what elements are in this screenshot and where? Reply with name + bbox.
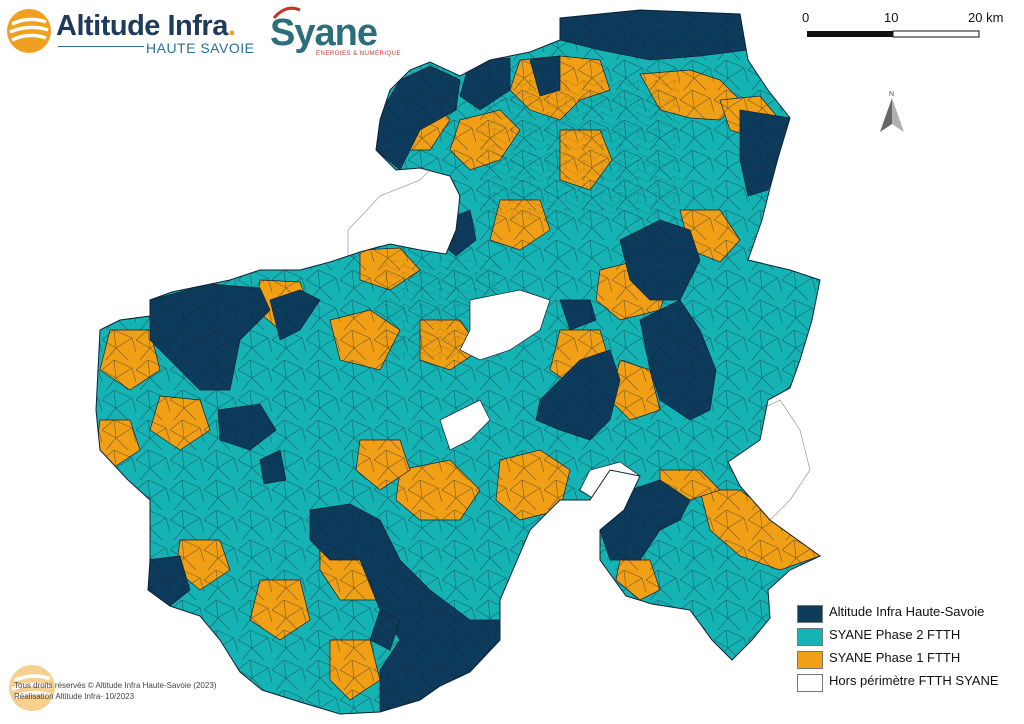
credit-line: Réalisation Altitude Infra- 10/2023 — [14, 692, 135, 701]
copyright-notice: Tous droits réservés © Altitude Infra Ha… — [14, 680, 216, 702]
scale-tick-10: 10 — [884, 10, 899, 25]
legend: Altitude Infra Haute-Savoie SYANE Phase … — [797, 603, 1024, 695]
syane-wordmark: Syane — [270, 12, 378, 54]
legend-item: Hors périmètre FTTH SYANE — [797, 672, 1024, 695]
scale-bar: 0 10 20 km — [800, 8, 1003, 42]
copyright-line: Tous droits réservés © Altitude Infra Ha… — [14, 681, 217, 690]
syane-logo: Syane ÉNERGIES & NUMÉRIQUE — [262, 6, 412, 60]
legend-item: SYANE Phase 1 FTTH — [797, 649, 1024, 672]
legend-label: Hors périmètre FTTH SYANE — [829, 673, 999, 688]
scale-tick-0: 0 — [802, 10, 810, 25]
legend-item: Altitude Infra Haute-Savoie — [797, 603, 1024, 626]
north-label: N — [889, 91, 894, 98]
legend-label: SYANE Phase 2 FTTH — [829, 627, 961, 642]
department-outline — [95, 9, 821, 715]
syane-subtitle: ÉNERGIES & NUMÉRIQUE — [316, 51, 402, 57]
legend-swatch-outside — [797, 674, 823, 692]
altitude-infra-subtitle: HAUTE SAVOIE — [146, 40, 255, 56]
altitude-infra-wordmark: Altitude Infra. — [56, 10, 236, 42]
legend-item: SYANE Phase 2 FTTH — [797, 626, 1024, 649]
legend-label: SYANE Phase 1 FTTH — [829, 650, 961, 665]
altitude-infra-emblem-icon — [7, 9, 51, 53]
legend-label: Altitude Infra Haute-Savoie — [829, 604, 985, 619]
altitude-infra-logo: Altitude Infra. HAUTE SAVOIE — [6, 6, 256, 56]
legend-swatch-phase2 — [797, 628, 823, 646]
syane-swoosh-icon — [272, 6, 301, 20]
legend-swatch-altitude — [797, 605, 823, 623]
north-arrow-icon: N — [880, 91, 904, 132]
commune-boundaries-dense-north — [480, 80, 680, 220]
logo-divider — [58, 46, 144, 47]
scale-bar-graphic — [807, 30, 980, 38]
north-arrow: N — [872, 88, 912, 138]
legend-swatch-phase1 — [797, 651, 823, 669]
scale-tick-20: 20 km — [968, 10, 1004, 25]
watermark-logo-icon — [9, 665, 55, 711]
